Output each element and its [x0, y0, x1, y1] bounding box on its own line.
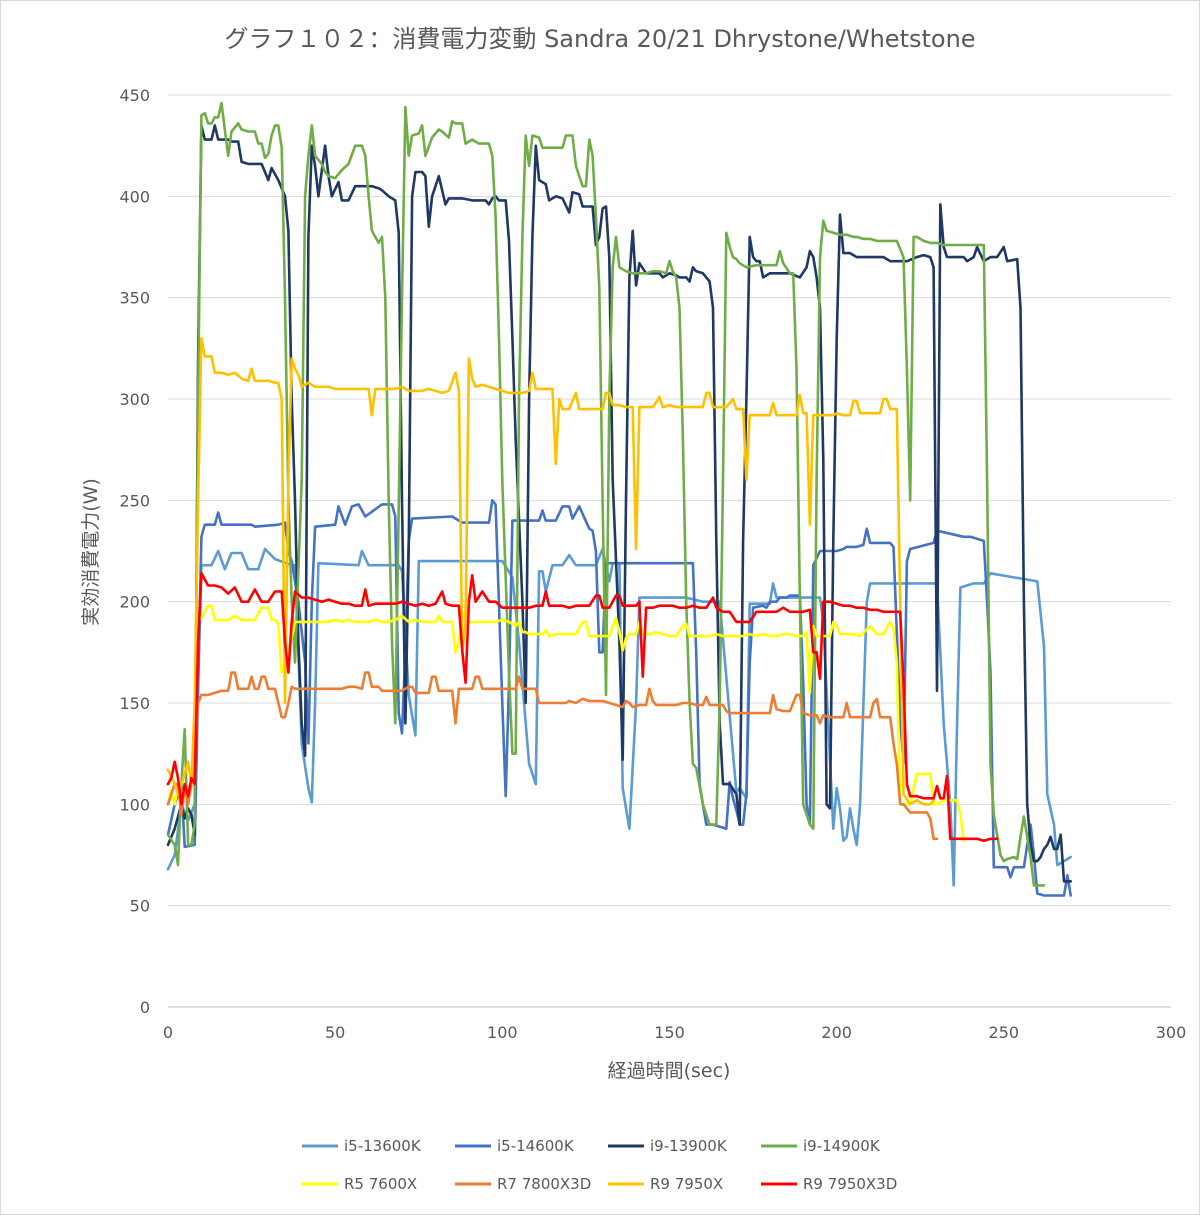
legend-label: R7 7800X3D — [497, 1175, 591, 1193]
x-tick-label: 100 — [487, 1023, 518, 1042]
legend-label: i5-13600K — [344, 1137, 422, 1155]
y-tick-label: 50 — [130, 897, 150, 916]
x-tick-label: 150 — [654, 1023, 685, 1042]
y-tick-label: 0 — [140, 998, 150, 1017]
x-tick-label: 0 — [163, 1023, 173, 1042]
y-tick-label: 250 — [119, 491, 150, 510]
legend-label: R5 7600X — [344, 1175, 417, 1193]
series-line-r9-7950x — [166, 336, 935, 806]
chart-title: グラフ１０２：消費電力変動 Sandra 20/21 Dhrystone/Whe… — [224, 25, 975, 53]
gridlines — [168, 94, 1171, 1008]
y-tick-label: 150 — [119, 694, 150, 713]
x-tick-label: 250 — [989, 1023, 1020, 1042]
legend-item: R9 7950X3D — [761, 1175, 897, 1193]
legend: i5-13600K i5-14600K i9-13900K i9-14900K R5 7… — [302, 1137, 897, 1193]
legend-item: i5-14600K — [455, 1137, 575, 1155]
legend-item: R5 7600X — [302, 1175, 417, 1193]
y-tick-label: 200 — [119, 593, 150, 612]
y-tick-label: 450 — [119, 86, 150, 105]
y-tick-label: 300 — [119, 390, 150, 409]
y-tick-label: 350 — [119, 289, 150, 308]
legend-item: i9-14900K — [761, 1137, 881, 1155]
x-axis-ticks: 0 50 100 150 200 250 300 — [163, 1023, 1186, 1042]
legend-label: R9 7950X3D — [803, 1175, 897, 1193]
legend-item: i9-13900K — [608, 1137, 728, 1155]
legend-label: i5-14600K — [497, 1137, 575, 1155]
y-tick-label: 400 — [119, 187, 150, 206]
series-line-r7-7800x3d — [166, 671, 939, 841]
legend-item: i5-13600K — [302, 1137, 422, 1155]
x-axis-title: 経過時間(sec) — [608, 1060, 731, 1082]
y-axis-ticks: 0 50 100 150 200 250 300 350 400 450 — [119, 86, 150, 1017]
series-line-r9-7950x3d — [166, 572, 999, 843]
legend-label: i9-14900K — [803, 1137, 881, 1155]
series-line-i9-14900k — [166, 101, 1046, 887]
x-tick-label: 300 — [1156, 1023, 1187, 1042]
legend-item: R9 7950X — [608, 1175, 723, 1193]
series-line-r5-7600x — [166, 604, 965, 843]
legend-label: R9 7950X — [650, 1175, 723, 1193]
x-tick-label: 50 — [325, 1023, 345, 1042]
y-tick-label: 100 — [119, 795, 150, 814]
y-axis-title: 実効消費電力(W) — [80, 478, 102, 626]
x-tick-label: 200 — [821, 1023, 852, 1042]
legend-item: R7 7800X3D — [455, 1175, 591, 1193]
legend-label: i9-13900K — [650, 1137, 728, 1155]
series-lines — [166, 101, 1072, 897]
